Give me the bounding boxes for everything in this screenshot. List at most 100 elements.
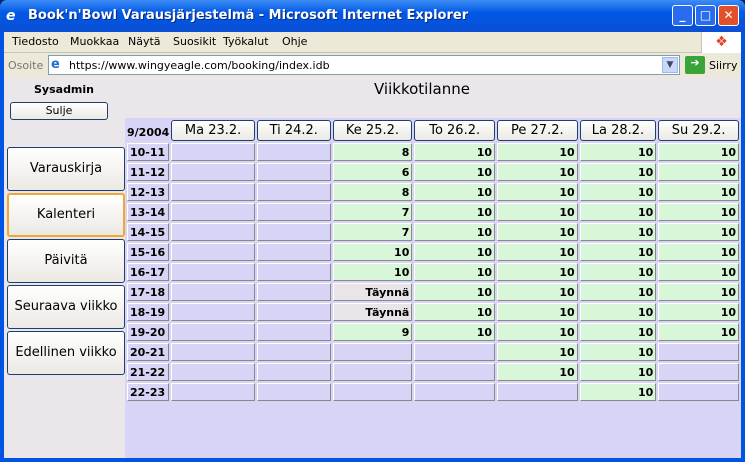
window-title: Book'n'Bowl Varausjärjestelmä - Microsof… bbox=[28, 8, 469, 23]
availability-cell[interactable]: 10 bbox=[658, 263, 739, 281]
day-button[interactable]: Pe 27.2. bbox=[497, 120, 578, 141]
time-slot: 19-20 bbox=[127, 323, 170, 341]
availability-cell[interactable]: 10 bbox=[579, 163, 657, 181]
menu-nayta[interactable]: Näytä bbox=[128, 35, 161, 48]
time-slot: 15-16 bbox=[127, 243, 170, 261]
menu-muokkaa[interactable]: Muokkaa bbox=[70, 35, 120, 48]
availability-cell[interactable]: 10 bbox=[497, 163, 578, 181]
availability-cell[interactable]: 10 bbox=[579, 243, 657, 261]
availability-cell[interactable]: 8 bbox=[332, 183, 413, 201]
availability-cell[interactable]: 10 bbox=[579, 223, 657, 241]
table-row: 16-17 10 10 10 10 10 bbox=[127, 263, 739, 281]
availability-cell[interactable]: 10 bbox=[497, 323, 578, 341]
availability-cell[interactable]: 10 bbox=[579, 383, 657, 401]
logout-button[interactable]: Sulje bbox=[10, 102, 108, 120]
go-arrow-icon[interactable]: ➔ bbox=[685, 56, 705, 74]
availability-cell[interactable]: 10 bbox=[579, 283, 657, 301]
availability-cell[interactable]: 10 bbox=[658, 243, 739, 261]
availability-cell[interactable]: 10 bbox=[414, 203, 495, 221]
availability-cell[interactable]: 10 bbox=[497, 183, 578, 201]
availability-cell[interactable]: 8 bbox=[332, 143, 413, 161]
availability-cell[interactable]: 10 bbox=[497, 343, 578, 361]
availability-cell[interactable]: 10 bbox=[658, 143, 739, 161]
day-button[interactable]: Ma 23.2. bbox=[171, 120, 255, 141]
availability-cell[interactable]: 10 bbox=[414, 263, 495, 281]
page-icon: e bbox=[51, 57, 60, 72]
menu-tiedosto[interactable]: Tiedosto bbox=[12, 35, 59, 48]
availability-cell[interactable]: 10 bbox=[579, 203, 657, 221]
go-button[interactable]: Siirry bbox=[709, 59, 738, 72]
day-header: Pe 27.2. bbox=[497, 120, 578, 141]
time-slot: 17-18 bbox=[127, 283, 170, 301]
chevron-down-icon[interactable]: ▼ bbox=[662, 57, 678, 73]
day-button[interactable]: La 28.2. bbox=[579, 120, 657, 141]
varauskirja-button[interactable]: Varauskirja bbox=[7, 147, 125, 191]
availability-cell[interactable]: 10 bbox=[414, 323, 495, 341]
availability-cell[interactable]: 10 bbox=[579, 183, 657, 201]
empty-cell bbox=[256, 383, 331, 401]
close-button[interactable]: ✕ bbox=[718, 5, 739, 26]
availability-cell[interactable]: 9 bbox=[332, 323, 413, 341]
menu-suosikit[interactable]: Suosikit bbox=[173, 35, 217, 48]
availability-cell[interactable]: 10 bbox=[414, 303, 495, 321]
availability-cell[interactable]: 10 bbox=[579, 143, 657, 161]
availability-cell[interactable]: 10 bbox=[497, 283, 578, 301]
availability-cell[interactable]: 10 bbox=[332, 243, 413, 261]
availability-cell[interactable]: 10 bbox=[658, 203, 739, 221]
menu-ohje[interactable]: Ohje bbox=[282, 35, 308, 48]
maximize-button[interactable]: □ bbox=[695, 5, 716, 26]
day-button[interactable]: Ti 24.2. bbox=[256, 120, 331, 141]
availability-cell[interactable]: 6 bbox=[332, 163, 413, 181]
address-input[interactable]: e https://www.wingyeagle.com/booking/ind… bbox=[48, 55, 680, 75]
availability-cell[interactable]: 10 bbox=[658, 183, 739, 201]
day-button[interactable]: Su 29.2. bbox=[658, 120, 739, 141]
empty-cell bbox=[256, 263, 331, 281]
availability-cell[interactable]: 10 bbox=[497, 143, 578, 161]
empty-cell bbox=[171, 323, 255, 341]
availability-cell[interactable]: 10 bbox=[414, 223, 495, 241]
availability-cell[interactable]: 10 bbox=[658, 163, 739, 181]
kalenteri-button[interactable]: Kalenteri bbox=[7, 193, 125, 237]
availability-cell[interactable]: 10 bbox=[658, 223, 739, 241]
title-bar: e Book'n'Bowl Varausjärjestelmä - Micros… bbox=[0, 0, 745, 32]
availability-cell[interactable]: 10 bbox=[658, 303, 739, 321]
availability-cell[interactable]: 7 bbox=[332, 203, 413, 221]
availability-cell[interactable]: 10 bbox=[332, 263, 413, 281]
availability-cell[interactable]: 10 bbox=[414, 183, 495, 201]
menu-tyokalut[interactable]: Työkalut bbox=[223, 35, 269, 48]
day-button[interactable]: To 26.2. bbox=[414, 120, 495, 141]
availability-cell[interactable]: 10 bbox=[497, 203, 578, 221]
week-number: 9/2004 bbox=[127, 126, 170, 139]
availability-cell[interactable]: 10 bbox=[658, 323, 739, 341]
empty-cell bbox=[256, 283, 331, 301]
availability-cell[interactable]: 10 bbox=[579, 363, 657, 381]
availability-cell[interactable]: 10 bbox=[497, 303, 578, 321]
availability-cell[interactable]: 10 bbox=[579, 263, 657, 281]
availability-cell[interactable]: 10 bbox=[579, 303, 657, 321]
availability-cell[interactable]: 10 bbox=[414, 163, 495, 181]
minimize-button[interactable]: _ bbox=[672, 5, 693, 26]
empty-cell bbox=[171, 203, 255, 221]
day-button[interactable]: Ke 25.2. bbox=[332, 120, 413, 141]
availability-cell[interactable]: 10 bbox=[414, 243, 495, 261]
availability-cell[interactable]: 10 bbox=[497, 263, 578, 281]
time-slot: 12-13 bbox=[127, 183, 170, 201]
empty-cell bbox=[414, 383, 495, 401]
availability-cell[interactable]: 10 bbox=[414, 143, 495, 161]
full-cell[interactable]: Täynnä bbox=[332, 303, 413, 321]
availability-cell[interactable]: 10 bbox=[658, 283, 739, 301]
previous-week-button[interactable]: Edellinen viikko bbox=[7, 331, 125, 375]
availability-cell[interactable]: 10 bbox=[579, 323, 657, 341]
paivita-button[interactable]: Päivitä bbox=[7, 239, 125, 283]
empty-cell bbox=[171, 383, 255, 401]
availability-cell[interactable]: 10 bbox=[414, 283, 495, 301]
availability-cell[interactable]: 10 bbox=[497, 223, 578, 241]
full-cell[interactable]: Täynnä bbox=[332, 283, 413, 301]
availability-cell[interactable]: 10 bbox=[497, 363, 578, 381]
next-week-button[interactable]: Seuraava viikko bbox=[7, 285, 125, 329]
availability-cell[interactable]: 10 bbox=[579, 343, 657, 361]
table-row: 14-15 7 10 10 10 10 bbox=[127, 223, 739, 241]
availability-cell[interactable]: 7 bbox=[332, 223, 413, 241]
empty-cell bbox=[171, 183, 255, 201]
availability-cell[interactable]: 10 bbox=[497, 243, 578, 261]
